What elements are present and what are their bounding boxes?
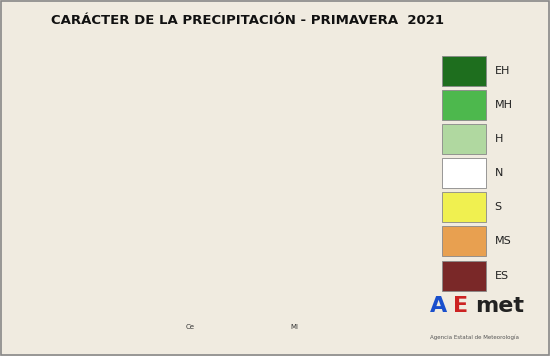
Text: Agencia Estatal de Meteorología: Agencia Estatal de Meteorología [430, 334, 519, 340]
FancyBboxPatch shape [442, 226, 486, 256]
FancyBboxPatch shape [442, 56, 486, 85]
Text: S: S [495, 202, 502, 212]
Text: Ml: Ml [290, 324, 298, 330]
Text: CARÁCTER DE LA PRECIPITACIÓN - PRIMAVERA  2021: CARÁCTER DE LA PRECIPITACIÓN - PRIMAVERA… [51, 14, 444, 27]
FancyBboxPatch shape [442, 158, 486, 188]
Text: MS: MS [495, 236, 512, 246]
Text: MH: MH [495, 100, 513, 110]
Text: H: H [495, 134, 503, 144]
Text: E: E [453, 295, 468, 315]
Text: Ce: Ce [185, 324, 194, 330]
Text: met: met [476, 295, 525, 315]
FancyBboxPatch shape [442, 192, 486, 222]
FancyBboxPatch shape [442, 261, 486, 290]
Text: A: A [430, 295, 447, 315]
FancyBboxPatch shape [442, 124, 486, 154]
FancyBboxPatch shape [442, 90, 486, 120]
Text: N: N [495, 168, 503, 178]
Text: EH: EH [495, 66, 510, 75]
Text: ES: ES [495, 271, 509, 281]
